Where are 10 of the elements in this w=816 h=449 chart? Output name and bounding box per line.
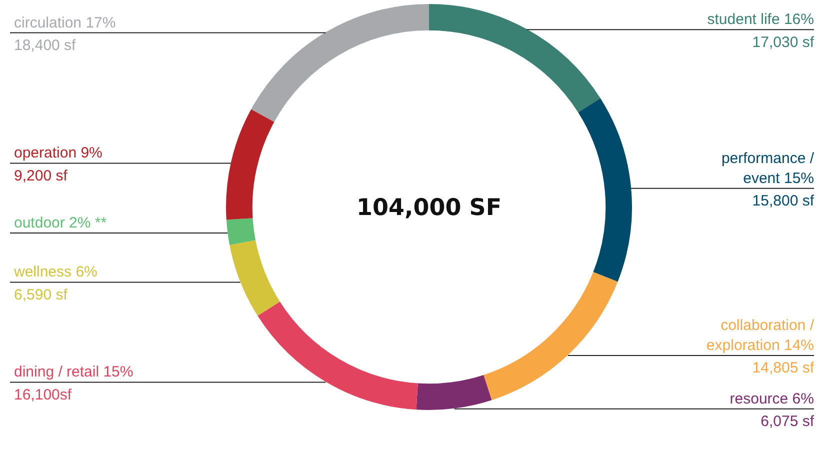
slice-label: collaboration / exploration 14% 14,805 sf	[706, 316, 815, 377]
slice-label: resource 6% 6,075 sf	[730, 390, 815, 430]
slice-label: student life 16% 17,030 sf	[707, 11, 815, 51]
slice-label: dining / retail 15% 16,100sf	[14, 364, 134, 404]
slice-label: outdoor 2% **	[14, 214, 107, 232]
slice-label: wellness 6% 6,590 sf	[13, 264, 98, 304]
slice-label: operation 9% 9,200 sf	[14, 144, 102, 184]
text: 104,000 SF	[356, 194, 502, 221]
slice-label: circulation 17% 18,400 sf	[14, 14, 116, 54]
slice-label: performance / event 15% 15,800 sf	[721, 150, 815, 210]
